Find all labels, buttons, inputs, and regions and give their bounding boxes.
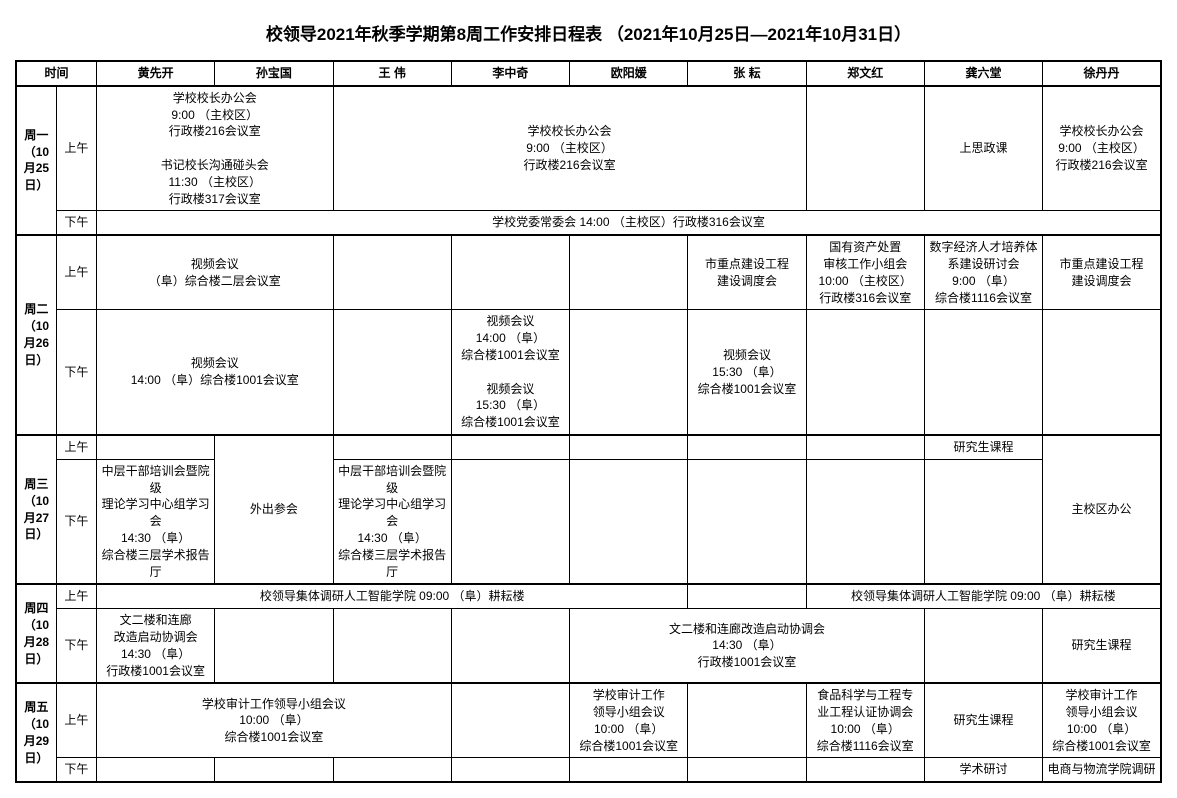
schedule-cell: 研究生课程 — [924, 683, 1042, 758]
schedule-cell — [570, 459, 688, 584]
schedule-cell — [451, 435, 569, 459]
schedule-cell: 学校审计工作领导小组会议 10:00 （阜） 综合楼1001会议室 — [97, 683, 452, 758]
schedule-cell — [97, 758, 215, 782]
schedule-cell: 学校审计工作 领导小组会议 10:00 （阜） 综合楼1001会议室 — [570, 683, 688, 758]
period-label: 上午 — [56, 435, 96, 459]
schedule-cell — [806, 310, 924, 435]
header-person: 徐丹丹 — [1043, 61, 1161, 86]
schedule-cell: 文二楼和连廊 改造启动协调会 14:30 （阜） 行政楼1001会议室 — [97, 609, 215, 684]
header-person: 王 伟 — [333, 61, 451, 86]
schedule-cell — [451, 758, 569, 782]
schedule-cell — [806, 459, 924, 584]
schedule-cell: 市重点建设工程 建设调度会 — [1043, 235, 1161, 310]
schedule-cell: 校领导集体调研人工智能学院 09:00 （阜）耕耘楼 — [806, 584, 1161, 608]
schedule-cell — [333, 758, 451, 782]
schedule-cell — [924, 609, 1042, 684]
schedule-cell: 视频会议 （阜）综合楼二层会议室 — [97, 235, 334, 310]
schedule-cell — [451, 683, 569, 758]
schedule-cell: 国有资产处置 审核工作小组会 10:00 （主校区） 行政楼316会议室 — [806, 235, 924, 310]
schedule-cell: 数字经济人才培养体 系建设研讨会 9:00 （阜） 综合楼1116会议室 — [924, 235, 1042, 310]
schedule-cell: 食品科学与工程专 业工程认证协调会 10:00 （阜） 综合楼1116会议室 — [806, 683, 924, 758]
schedule-cell: 上思政课 — [924, 86, 1042, 211]
schedule-cell — [333, 435, 451, 459]
schedule-cell — [570, 235, 688, 310]
schedule-cell — [1043, 310, 1161, 435]
schedule-cell — [215, 758, 333, 782]
schedule-cell — [688, 683, 806, 758]
day-label: 周二 （10月26日） — [16, 235, 56, 435]
schedule-cell: 外出参会 — [215, 435, 333, 584]
header-person: 孙宝国 — [215, 61, 333, 86]
period-label: 下午 — [56, 758, 96, 782]
period-label: 下午 — [56, 310, 96, 435]
header-person: 欧阳媛 — [570, 61, 688, 86]
schedule-cell: 学校党委常委会 14:00 （主校区）行政楼316会议室 — [97, 211, 1162, 235]
schedule-cell — [688, 758, 806, 782]
day-label: 周五 （10月29日） — [16, 683, 56, 782]
header-person: 李中奇 — [451, 61, 569, 86]
schedule-cell: 中层干部培训会暨院级 理论学习中心组学习会 14:30 （阜） 综合楼三层学术报… — [97, 459, 215, 584]
schedule-cell: 学校校长办公会 9:00 （主校区） 行政楼216会议室 — [1043, 86, 1161, 211]
header-person: 龚六堂 — [924, 61, 1042, 86]
schedule-cell — [215, 609, 333, 684]
header-person: 黄先开 — [97, 61, 215, 86]
schedule-cell: 学术研讨 — [924, 758, 1042, 782]
schedule-cell — [97, 435, 215, 459]
schedule-cell: 中层干部培训会暨院级 理论学习中心组学习会 14:30 （阜） 综合楼三层学术报… — [333, 459, 451, 584]
schedule-cell — [924, 310, 1042, 435]
schedule-cell: 电商与物流学院调研 — [1043, 758, 1161, 782]
schedule-cell — [688, 584, 806, 608]
period-label: 上午 — [56, 584, 96, 608]
header-time: 时间 — [16, 61, 97, 86]
schedule-cell: 视频会议 15:30 （阜） 综合楼1001会议室 — [688, 310, 806, 435]
schedule-cell — [806, 86, 924, 211]
schedule-cell: 研究生课程 — [924, 435, 1042, 459]
schedule-table: 时间 黄先开 孙宝国 王 伟 李中奇 欧阳媛 张 耘 郑文红 龚六堂 徐丹丹 周… — [15, 60, 1162, 783]
day-label: 周一 （10月25日） — [16, 86, 56, 235]
schedule-cell — [333, 609, 451, 684]
schedule-cell: 视频会议 14:00 （阜） 综合楼1001会议室 视频会议 15:30 （阜）… — [451, 310, 569, 435]
schedule-cell — [333, 235, 451, 310]
schedule-cell — [806, 435, 924, 459]
header-person: 郑文红 — [806, 61, 924, 86]
day-label: 周三 （10月27日） — [16, 435, 56, 584]
schedule-cell: 学校审计工作 领导小组会议 10:00 （阜） 综合楼1001会议室 — [1043, 683, 1161, 758]
schedule-cell: 市重点建设工程 建设调度会 — [688, 235, 806, 310]
page-title: 校领导2021年秋季学期第8周工作安排日程表 （2021年10月25日—2021… — [15, 20, 1162, 45]
schedule-cell — [688, 435, 806, 459]
day-label: 周四 （10月28日） — [16, 584, 56, 683]
schedule-cell: 学校校长办公会 9:00 （主校区） 行政楼216会议室 书记校长沟通碰头会 1… — [97, 86, 334, 211]
period-label: 下午 — [56, 459, 96, 584]
schedule-cell — [570, 310, 688, 435]
schedule-cell: 文二楼和连廊改造启动协调会 14:30 （阜） 行政楼1001会议室 — [570, 609, 925, 684]
schedule-cell — [688, 459, 806, 584]
header-person: 张 耘 — [688, 61, 806, 86]
schedule-cell — [451, 609, 569, 684]
period-label: 上午 — [56, 683, 96, 758]
schedule-cell — [451, 459, 569, 584]
schedule-cell — [806, 758, 924, 782]
period-label: 下午 — [56, 609, 96, 684]
period-label: 上午 — [56, 235, 96, 310]
schedule-cell — [924, 459, 1042, 584]
schedule-cell — [570, 435, 688, 459]
schedule-cell: 主校区办公 — [1043, 435, 1161, 584]
schedule-cell — [451, 235, 569, 310]
schedule-cell: 学校校长办公会 9:00 （主校区） 行政楼216会议室 — [333, 86, 806, 211]
schedule-cell: 校领导集体调研人工智能学院 09:00 （阜）耕耘楼 — [97, 584, 688, 608]
schedule-cell — [570, 758, 688, 782]
schedule-cell — [333, 310, 451, 435]
schedule-cell: 研究生课程 — [1043, 609, 1161, 684]
period-label: 上午 — [56, 86, 96, 211]
period-label: 下午 — [56, 211, 96, 235]
schedule-cell: 视频会议 14:00 （阜）综合楼1001会议室 — [97, 310, 334, 435]
